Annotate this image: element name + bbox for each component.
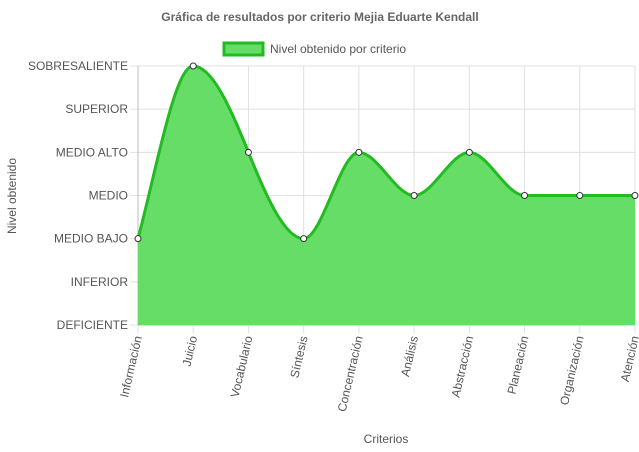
x-tick-label: Síntesis xyxy=(287,335,310,380)
legend-label: Nivel obtenido por criterio xyxy=(270,42,406,56)
x-axis: Información Juicio Vocabulario Síntesis Conc… xyxy=(117,334,639,413)
data-point[interactable] xyxy=(521,192,529,199)
data-point[interactable] xyxy=(631,192,639,199)
data-point[interactable] xyxy=(576,192,584,199)
y-axis: DEFICIENTE INFERIOR MEDIO BAJO MEDIO MEDIO A… xyxy=(28,59,128,332)
series-area xyxy=(138,66,635,325)
chart-title: Gráfica de resultados por criterio Mejia… xyxy=(161,10,478,24)
plot-area xyxy=(136,64,635,325)
y-tick-label: SOBRESALIENTE xyxy=(28,59,128,73)
x-axis-title: Criterios xyxy=(364,432,409,446)
legend[interactable]: Nivel obtenido por criterio xyxy=(222,41,406,57)
y-tick-label: INFERIOR xyxy=(71,275,129,289)
x-tick-label: Información xyxy=(117,335,145,399)
x-tick-label: Concentración xyxy=(335,335,366,414)
x-tick-label: Planeación xyxy=(504,335,531,396)
x-tick-label: Juicio xyxy=(180,334,201,367)
y-tick-label: MEDIO BAJO xyxy=(54,232,128,246)
y-tick-label: SUPERIOR xyxy=(65,102,128,116)
x-tick-label: Vocabulario xyxy=(228,334,256,399)
x-tick-label: Atención xyxy=(618,335,639,384)
legend-swatch xyxy=(222,41,265,57)
y-tick-label: MEDIO ALTO xyxy=(56,145,128,159)
x-tick-label: Organización xyxy=(557,335,587,407)
data-point[interactable] xyxy=(300,235,308,243)
data-point[interactable] xyxy=(189,62,197,70)
data-point[interactable] xyxy=(355,148,363,156)
data-point[interactable] xyxy=(134,235,142,243)
y-tick-label: DEFICIENTE xyxy=(57,318,128,332)
data-points xyxy=(134,62,639,243)
y-axis-title: Nivel obtenido xyxy=(5,158,19,234)
x-tick-label: Abstracción xyxy=(449,335,477,399)
x-tick-label: Análisis xyxy=(398,335,421,378)
y-tick-label: MEDIO xyxy=(89,189,128,203)
data-point[interactable] xyxy=(465,148,473,156)
data-point[interactable] xyxy=(410,192,418,199)
data-point[interactable] xyxy=(244,148,252,156)
